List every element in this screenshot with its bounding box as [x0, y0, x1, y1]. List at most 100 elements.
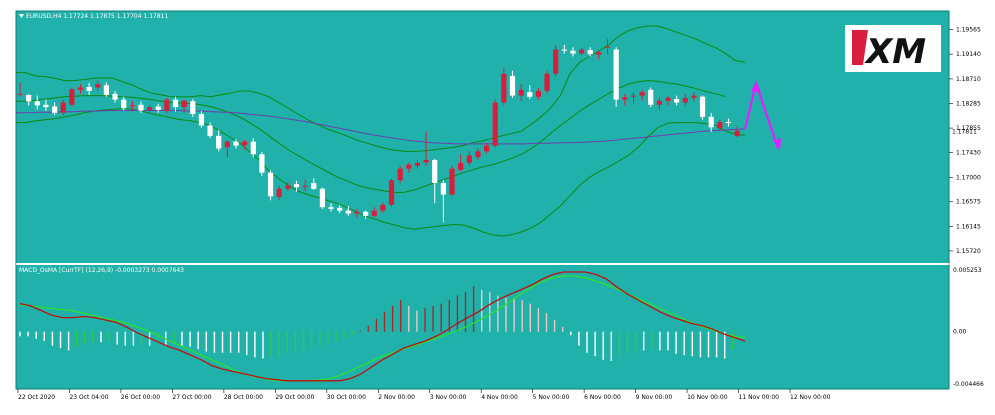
candle-body: [604, 46, 611, 48]
candle: [302, 179, 308, 192]
candle-body: [95, 84, 101, 88]
candle-body: [648, 89, 654, 105]
candle-body: [164, 99, 170, 111]
x-tick-label: 2 Nov 00:00: [378, 394, 415, 401]
candle: [518, 84, 524, 102]
symbol-dropdown-icon[interactable]: [19, 14, 24, 18]
candle: [699, 95, 706, 120]
candle: [501, 67, 507, 106]
candle: [656, 97, 662, 110]
y-tick-label: 1.19140: [956, 51, 981, 58]
xm-logo: XM: [845, 25, 941, 72]
candle-body: [656, 100, 662, 105]
y-tick-label: 1.17855: [956, 125, 981, 132]
indicator-y-tick-label: 0.005253: [953, 267, 982, 274]
moving-average-line: [16, 110, 746, 145]
candle-body: [51, 106, 58, 113]
candle: [86, 82, 92, 95]
candle-body: [43, 104, 49, 108]
candle: [34, 95, 40, 110]
x-tick-label: 26 Oct 00:00: [121, 394, 160, 401]
y-tick-label: 1.15720: [956, 248, 981, 255]
candle-body: [388, 180, 395, 205]
candle: [406, 162, 412, 173]
candlesticks: 1.17811: [17, 39, 980, 223]
candle: [181, 99, 187, 113]
candle: [458, 154, 464, 172]
indicator-y-tick-label: 0.00: [953, 329, 967, 336]
candle: [483, 142, 490, 154]
candle-body: [432, 160, 438, 184]
candle: [26, 93, 32, 106]
candle: [328, 203, 334, 212]
candle: [570, 47, 576, 57]
candle: [475, 148, 481, 161]
candle: [639, 89, 645, 101]
y-tick-label: 1.18285: [956, 100, 981, 107]
candle-body: [613, 49, 619, 100]
candle-body: [181, 100, 187, 108]
candle-body: [207, 125, 213, 136]
candle-body: [259, 154, 265, 173]
candle: [432, 158, 438, 204]
macd-line: [19, 271, 746, 382]
candle: [112, 90, 118, 103]
candle-body: [147, 107, 153, 110]
candle-body: [302, 185, 308, 187]
candle: [43, 99, 49, 112]
x-tick-label: 12 Nov 00:00: [790, 394, 831, 401]
candle: [734, 126, 740, 137]
candle-body: [267, 172, 274, 197]
candle: [596, 50, 602, 60]
candle-body: [380, 204, 386, 211]
x-tick-label: 6 Nov 00:00: [584, 394, 621, 401]
candle-body: [630, 95, 637, 97]
candle: [51, 102, 58, 116]
candle-body: [285, 185, 291, 189]
candle: [622, 93, 628, 106]
candle-body: [708, 116, 714, 128]
candle-body: [518, 89, 524, 96]
plot-border: [15, 10, 950, 390]
current-price-text: 1.17811: [952, 129, 977, 136]
candle-body: [492, 102, 498, 146]
candle-body: [406, 164, 412, 169]
x-tick-label: 28 Oct 00:00: [224, 394, 263, 401]
x-tick-label: 3 Nov 00:00: [430, 394, 467, 401]
candle-body: [622, 97, 628, 100]
candle-body: [354, 211, 360, 214]
candle: [103, 82, 109, 97]
indicator-y-tick-label: -0.004466: [953, 381, 984, 388]
candle-body: [535, 90, 541, 97]
candle-body: [699, 96, 706, 117]
y-tick-label: 1.17000: [956, 174, 981, 181]
candle-body: [483, 145, 490, 152]
candle: [147, 104, 153, 114]
candle-body: [311, 183, 317, 189]
candle-body: [579, 49, 585, 54]
x-tick-label: 22 Oct 2020: [18, 394, 55, 401]
candle-body: [682, 97, 688, 103]
candle-body: [337, 207, 343, 211]
candle: [380, 202, 386, 213]
candle-body: [544, 73, 550, 91]
candle-body: [414, 162, 421, 166]
candle: [207, 122, 213, 139]
candle: [717, 119, 723, 132]
candle-body: [527, 92, 533, 97]
candle-body: [86, 86, 92, 91]
candle: [60, 99, 66, 116]
candle-body: [717, 122, 723, 129]
bollinger-middle-line: [16, 80, 726, 194]
x-tick-label: 27 Oct 00:00: [172, 394, 211, 401]
candle: [198, 111, 205, 128]
candle: [311, 178, 317, 190]
candle: [587, 47, 593, 57]
candle-body: [224, 141, 230, 148]
candle: [138, 101, 144, 113]
candle: [155, 103, 161, 113]
candle: [725, 118, 732, 127]
candle: [337, 204, 343, 213]
candle: [691, 92, 697, 102]
